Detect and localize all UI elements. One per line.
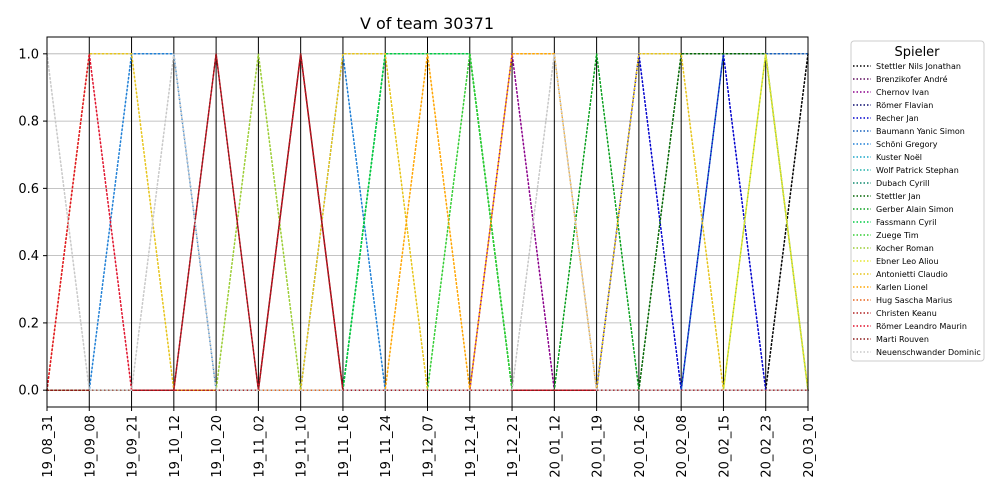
x-tick-label: 19_10_12 (168, 415, 183, 478)
legend-entry: Hug Sascha Marius (876, 296, 952, 305)
series-layer (46, 53, 809, 391)
x-axis: 19_08_31 19_09_08 19_09_21 19_10_12 19_10_20… (41, 407, 817, 478)
x-tick-label: 19_11_16 (337, 415, 352, 478)
x-tick-label: 20_02_23 (760, 415, 775, 478)
x-tick-label: 19_12_14 (464, 415, 479, 478)
x-tick-label: 20_03_01 (802, 415, 817, 478)
y-tick-label: 0.2 (18, 316, 39, 331)
x-tick-label: 19_09_08 (83, 415, 98, 478)
legend-entry: Chernov Ivan (876, 88, 929, 97)
legend-entry: Recher Jan (876, 114, 919, 123)
legend[interactable]: Spieler Stettler Nils Jonathan Brenzikofe… (850, 40, 985, 362)
legend-entry: Stettler Nils Jonathan (876, 62, 961, 71)
x-tick-label: 20_02_15 (717, 415, 732, 478)
legend-entry: Christen Keanu (876, 309, 937, 318)
x-tick-label: 19_12_21 (506, 415, 521, 478)
x-tick-label: 20_01_26 (633, 415, 648, 478)
y-tick-label: 1.0 (18, 47, 39, 62)
legend-entry: Kocher Roman (876, 244, 934, 253)
x-tick-label: 20_01_19 (591, 415, 606, 478)
legend-entry: Stettler Jan (876, 192, 921, 201)
legend-entry: Dubach Cyrill (876, 179, 930, 188)
x-tick-label: 20_02_08 (675, 415, 690, 478)
y-axis: 0.0 0.2 0.4 0.6 0.8 1.0 (18, 47, 47, 399)
x-tick-label: 19_11_02 (252, 415, 267, 478)
legend-entry: Marti Rouven (876, 335, 929, 344)
x-tick-label: 19_12_07 (422, 415, 437, 478)
legend-entry: Karlen Lionel (876, 283, 928, 292)
legend-entry: Ebner Leo Aliou (876, 257, 939, 266)
y-tick-label: 0.0 (18, 384, 39, 399)
legend-title: Spieler (894, 45, 940, 60)
legend-entry: Zuege Tim (876, 231, 919, 240)
chart-title: V of team 30371 (360, 14, 494, 33)
legend-entry: Schöni Gregory (876, 140, 938, 149)
legend-entry: Römer Leandro Maurin (876, 322, 967, 331)
x-tick-label: 19_08_31 (41, 415, 56, 478)
y-tick-label: 0.8 (18, 115, 39, 130)
legend-entry: Antonietti Claudio (876, 270, 948, 279)
x-tick-label: 19_11_24 (379, 415, 394, 478)
x-tick-label: 20_01_12 (548, 415, 563, 478)
legend-entry: Neuenschwander Dominic (876, 348, 981, 357)
x-tick-label: 19_10_20 (210, 415, 225, 478)
category-vertical-lines (46, 37, 809, 407)
legend-entry: Brenzikofer André (876, 74, 948, 84)
legend-entry: Gerber Alain Simon (876, 205, 954, 214)
series-line (46, 53, 809, 391)
legend-box (850, 40, 985, 362)
legend-entry: Kuster Noël (876, 153, 922, 162)
legend-entry: Römer Flavian (876, 101, 933, 110)
legend-entry: Wolf Patrick Stephan (876, 166, 959, 175)
x-tick-label: 19_09_21 (126, 415, 141, 478)
legend-entry: Baumann Yanic Simon (876, 127, 965, 136)
y-tick-label: 0.6 (18, 182, 39, 197)
legend-entry: Fassmann Cyril (876, 218, 937, 227)
y-tick-label: 0.4 (18, 249, 39, 264)
x-tick-label: 19_11_10 (295, 415, 310, 478)
